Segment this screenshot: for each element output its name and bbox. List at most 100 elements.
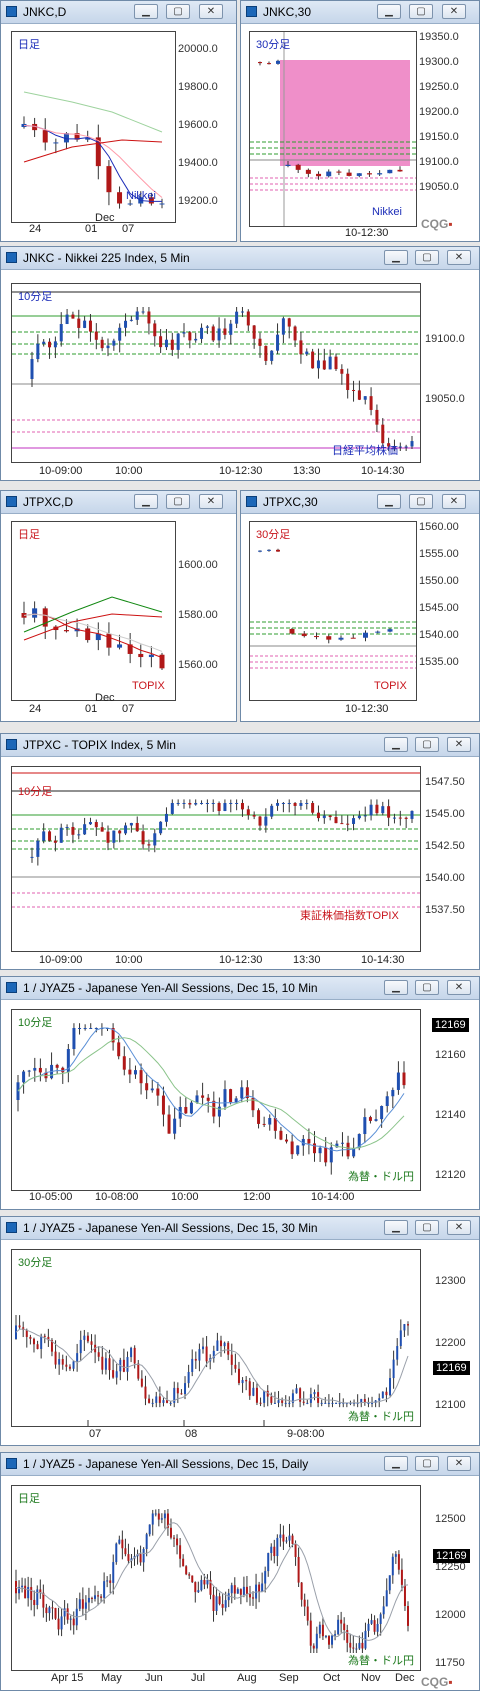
- candle-body: [295, 1388, 298, 1394]
- candle-body: [198, 1349, 201, 1361]
- y-axis: 19100.0 19050.0: [425, 333, 465, 405]
- title-bar[interactable]: 1 / JYAZ5 - Japanese Yen-All Sessions, D…: [1, 1217, 479, 1240]
- minimize-button[interactable]: ▁: [384, 250, 408, 265]
- chart-plot[interactable]: 30分足 為替・ドル円: [11, 1249, 421, 1427]
- maximize-button[interactable]: ▢: [166, 494, 190, 509]
- candle-body: [407, 1606, 409, 1626]
- period-label: 30分足: [256, 39, 291, 51]
- candle-body: [282, 1534, 285, 1542]
- 30min-candles-nikkei: [250, 32, 416, 226]
- candle-body: [173, 1118, 177, 1134]
- close-button[interactable]: ✕: [199, 494, 223, 509]
- close-button[interactable]: ✕: [447, 1456, 471, 1471]
- title-bar[interactable]: JTPXC,D ▁ ▢ ✕: [1, 491, 236, 514]
- minimize-button[interactable]: ▁: [134, 494, 158, 509]
- candle-body: [18, 1325, 21, 1328]
- candle-body: [326, 636, 332, 640]
- title-bar[interactable]: JNKC - Nikkei 225 Index, 5 Min ▁ ▢ ✕: [1, 247, 479, 270]
- close-button[interactable]: ✕: [442, 4, 466, 19]
- title-bar[interactable]: JTPXC - TOPIX Index, 5 Min ▁ ▢ ✕: [1, 734, 479, 757]
- window-jtpxc-30min: JTPXC,30 ▁ ▢ ✕ 30分足 TOPIX 1560.00 1555.0…: [240, 490, 480, 722]
- minimize-button[interactable]: ▁: [377, 4, 401, 19]
- candle-body: [117, 192, 123, 204]
- candle-body: [397, 1554, 400, 1570]
- minimize-button[interactable]: ▁: [384, 980, 408, 995]
- title-bar[interactable]: JNKC,30 ▁ ▢ ✕: [241, 1, 479, 24]
- candle-body: [48, 1607, 51, 1614]
- minimize-button[interactable]: ▁: [384, 737, 408, 752]
- candle-body: [95, 633, 101, 641]
- candle-body: [158, 1396, 161, 1403]
- maximize-button[interactable]: ▢: [409, 4, 433, 19]
- candle-body: [173, 1387, 176, 1403]
- candle-body: [182, 1558, 185, 1567]
- chart-plot[interactable]: 日足 為替・ドル円: [11, 1485, 421, 1671]
- period-label: 10分足: [18, 291, 53, 303]
- title-bar[interactable]: JTPXC,30 ▁ ▢ ✕: [241, 491, 479, 514]
- window-title: JNKC,D: [23, 5, 67, 19]
- candle-body: [391, 1089, 395, 1097]
- candle-body: [316, 812, 320, 819]
- minimize-button[interactable]: ▁: [384, 1456, 408, 1471]
- candle-body: [224, 1600, 227, 1608]
- maximize-button[interactable]: ▢: [415, 1456, 439, 1471]
- maximize-button[interactable]: ▢: [415, 980, 439, 995]
- candle-body: [299, 340, 303, 355]
- candle-body: [404, 446, 408, 448]
- candle-body: [111, 1028, 115, 1043]
- candle-body: [236, 1589, 239, 1594]
- minimize-button[interactable]: ▁: [384, 1220, 408, 1235]
- candle-body: [100, 827, 104, 832]
- y-axis: 12160 12140 12120: [435, 1049, 466, 1181]
- window-title: JTPXC - TOPIX Index, 5 Min: [23, 738, 176, 752]
- candle-body: [335, 1143, 339, 1148]
- candle-body: [148, 1524, 151, 1535]
- candle-body: [392, 446, 396, 448]
- candle-body: [153, 833, 157, 846]
- candle-body: [95, 137, 101, 167]
- chart-plot[interactable]: 30分足 TOPIX: [249, 521, 417, 701]
- candle-body: [267, 63, 271, 65]
- close-button[interactable]: ✕: [199, 4, 223, 19]
- close-button[interactable]: ✕: [447, 250, 471, 265]
- chart-plot[interactable]: 10分足 東証株価指数TOPIX: [11, 766, 421, 952]
- y-axis: 12500 12250 12000 11750: [435, 1513, 466, 1669]
- chart-plot[interactable]: 30分足 Nikkei: [249, 31, 417, 227]
- close-button[interactable]: ✕: [447, 737, 471, 752]
- chart-plot[interactable]: 10分足 日経平均株価: [11, 283, 421, 463]
- 30min-candles-yen: [15, 1314, 409, 1426]
- maximize-button[interactable]: ▢: [409, 494, 433, 509]
- candle-body: [106, 345, 110, 349]
- daily-candles-nikkei: [21, 91, 165, 209]
- candle-body: [129, 822, 133, 826]
- maximize-button[interactable]: ▢: [166, 4, 190, 19]
- close-button[interactable]: ✕: [447, 980, 471, 995]
- title-bar[interactable]: 1 / JYAZ5 - Japanese Yen-All Sessions, D…: [1, 977, 479, 1000]
- maximize-button[interactable]: ▢: [415, 737, 439, 752]
- candle-body: [316, 173, 322, 177]
- chart-plot[interactable]: 日足 Nikkei: [11, 31, 176, 223]
- candle-body: [363, 632, 368, 638]
- candle-body: [229, 803, 233, 804]
- candle-body: [60, 1616, 63, 1630]
- candle-body: [109, 1580, 112, 1583]
- candle-body: [59, 827, 63, 843]
- minimize-button[interactable]: ▁: [134, 4, 158, 19]
- close-button[interactable]: ✕: [447, 1220, 471, 1235]
- title-bar[interactable]: JNKC,D ▁ ▢ ✕: [1, 1, 236, 24]
- candle-body: [61, 1359, 64, 1365]
- candle-body: [33, 1067, 37, 1071]
- minimize-button[interactable]: ▁: [377, 494, 401, 509]
- chart-plot[interactable]: 10分足 為替・ドル円: [11, 1009, 421, 1191]
- title-bar[interactable]: 1 / JYAZ5 - Japanese Yen-All Sessions, D…: [1, 1453, 479, 1476]
- chart-plot[interactable]: 日足 TOPIX: [11, 521, 176, 701]
- close-button[interactable]: ✕: [442, 494, 466, 509]
- candle-body: [285, 1139, 289, 1142]
- maximize-button[interactable]: ▢: [415, 1220, 439, 1235]
- candle-body: [54, 1607, 57, 1619]
- candle-body: [121, 1539, 124, 1549]
- candle-body: [299, 1388, 302, 1402]
- candle-body: [153, 323, 157, 337]
- app-icon: [6, 1222, 17, 1233]
- maximize-button[interactable]: ▢: [415, 250, 439, 265]
